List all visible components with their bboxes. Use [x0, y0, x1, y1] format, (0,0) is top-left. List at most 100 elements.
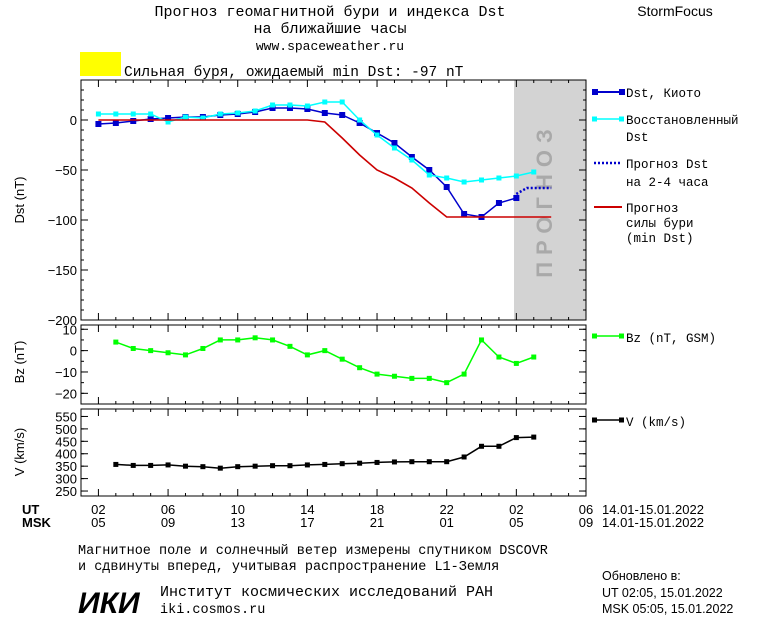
series-line [115, 337, 535, 384]
data-point [304, 103, 310, 109]
data-point [130, 345, 136, 351]
data-point [531, 169, 537, 175]
data-point [409, 375, 415, 381]
data-point [513, 195, 520, 201]
data-point [357, 117, 363, 123]
msk-tick-label: 09 [579, 515, 593, 530]
y-tick-label: 550 [55, 409, 77, 424]
data-point [461, 454, 467, 460]
data-point [95, 121, 102, 127]
data-point [113, 461, 119, 467]
y-tick-label: −100 [48, 213, 77, 228]
legend-forecast-dst-line2: на 2-4 часа [626, 176, 709, 190]
footnote-line1: Магнитное поле и солнечный ветер измерен… [78, 544, 548, 559]
data-point [148, 348, 154, 354]
data-point [391, 145, 397, 151]
data-point [496, 175, 502, 181]
legend-storm-forecast-line1: Прогноз [626, 202, 679, 216]
institute-url[interactable]: iki.cosmos.ru [160, 603, 265, 618]
bz-axis-label: Bz (nT) [12, 341, 27, 384]
y-tick-label: 350 [55, 459, 77, 474]
panel-frame [80, 408, 587, 497]
y-tick-label: 0 [70, 113, 77, 128]
data-point [513, 173, 519, 179]
ut-tick-label: 14 [300, 502, 314, 517]
data-point [182, 352, 188, 358]
ut-tick-label: 06 [161, 502, 175, 517]
data-point [217, 337, 223, 343]
y-tick-label: 250 [55, 484, 77, 499]
data-point [252, 108, 258, 114]
data-point [304, 462, 310, 468]
data-point [235, 337, 241, 343]
y-tick-label: −20 [55, 386, 77, 401]
ut-date-range: 14.01-15.01.2022 [602, 502, 704, 517]
data-point [479, 337, 485, 343]
data-point [322, 348, 328, 354]
source-url[interactable]: www.spaceweather.ru [256, 39, 404, 54]
data-point [339, 112, 346, 118]
data-point [147, 116, 154, 122]
legend-storm-forecast-line2: силы бури [626, 217, 694, 231]
brand-name: StormFocus [637, 3, 712, 19]
data-point [357, 365, 363, 371]
data-point [182, 463, 188, 469]
data-point [374, 132, 380, 138]
panel-frame [80, 324, 587, 405]
msk-tick-label: 21 [370, 515, 384, 530]
msk-tick-label: 09 [161, 515, 175, 530]
data-point [235, 464, 241, 470]
data-point [391, 459, 397, 465]
data-point [304, 106, 311, 112]
data-point [374, 459, 380, 465]
data-point [426, 167, 433, 173]
data-point [182, 114, 188, 120]
storm-alert-text: Сильная буря, ожидаемый min Dst: -97 nT [124, 64, 464, 81]
data-point [495, 200, 502, 206]
dst-panel: 0 −50 −100 −150 −200 [48, 79, 587, 328]
data-point [148, 462, 154, 468]
msk-tick-label: 17 [300, 515, 314, 530]
msk-date-range: 14.01-15.01.2022 [602, 515, 704, 530]
data-point [356, 120, 363, 126]
msk-tick-label: 13 [230, 515, 244, 530]
y-tick-label: −10 [55, 365, 77, 380]
data-point [479, 443, 485, 449]
data-point [217, 465, 223, 471]
ut-tick-label: 02 [509, 502, 523, 517]
time-axis: UT MSK 02050609101314171821220102050609 … [22, 502, 704, 530]
data-point [513, 435, 519, 441]
data-point [496, 443, 502, 449]
data-point [252, 335, 258, 341]
ut-tick-label: 02 [91, 502, 105, 517]
data-point [426, 375, 432, 381]
data-point [444, 380, 450, 386]
data-point [200, 115, 206, 121]
data-point [461, 211, 468, 217]
footnote-line2: и сдвинуты вперед, учитывая распростране… [78, 560, 499, 575]
data-point [286, 105, 293, 111]
y-tick-label: −200 [48, 313, 77, 328]
ut-tick-label: 18 [370, 502, 384, 517]
v-axis-label: V (km/s) [12, 428, 27, 476]
msk-tick-label: 05 [91, 515, 105, 530]
data-point [113, 111, 119, 117]
data-point [357, 460, 363, 466]
data-point [235, 110, 241, 116]
data-point [287, 463, 293, 469]
data-point [200, 345, 206, 351]
legend-restored-dst-line2: Dst [626, 131, 649, 145]
data-point [130, 118, 137, 124]
data-point [531, 354, 537, 360]
y-tick-label: 400 [55, 447, 77, 462]
y-tick-label: −150 [48, 263, 77, 278]
data-point [304, 352, 310, 358]
data-point [409, 459, 415, 465]
institute-name: Институт космических исследований РАН [160, 584, 493, 601]
series-line [98, 101, 534, 183]
data-point [444, 175, 450, 181]
msk-tick-label: 05 [509, 515, 523, 530]
updated-ut: UT 02:05, 15.01.2022 [602, 586, 723, 600]
y-tick-label: 300 [55, 472, 77, 487]
